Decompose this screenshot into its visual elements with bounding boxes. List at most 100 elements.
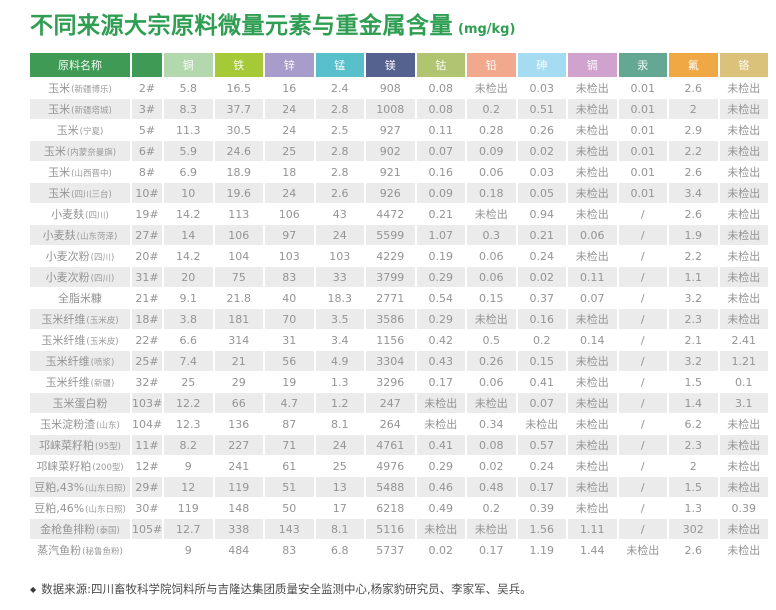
value-cell: 5.8 <box>179 81 198 95</box>
value-cell: 5.9 <box>164 141 213 161</box>
value-cell: 未检出 <box>575 250 609 263</box>
value-cell: 9.1 <box>179 291 198 305</box>
value-cell: 12 <box>164 477 213 497</box>
value-cell: 106 <box>278 207 300 221</box>
value-cell: 未检出 <box>416 393 465 413</box>
table-row: 邛崃菜籽粕(200型) 12# 9 241 61 25 4976 0.29 0.02 0.24 未检… <box>30 456 768 476</box>
sample-number: 22# <box>135 333 159 347</box>
value-cell: 0.21 <box>428 207 454 221</box>
sample-number: 21# <box>135 291 159 305</box>
value-cell: 24 <box>315 435 364 455</box>
column-header-氟: 氟 <box>669 53 718 77</box>
sample-number: 3# <box>132 99 162 119</box>
value-cell: 未检出 <box>568 351 617 371</box>
value-cell: 1.4 <box>669 393 718 413</box>
value-cell: 18 <box>282 165 297 179</box>
table-row: 玉米(山西晋中) 8# 6.9 18.9 18 2.8 921 0.16 0.06 0.03 未检出… <box>30 162 768 182</box>
column-header-钴: 钴 <box>416 53 465 77</box>
value-cell: 56 <box>265 351 314 371</box>
material-name: 邛崃菜籽粕(200型) <box>36 460 124 473</box>
value-cell: 0.46 <box>416 477 465 497</box>
value-cell: 0.18 <box>467 183 516 203</box>
value-cell: 19 <box>282 375 297 389</box>
value-cell: 未检出 <box>568 393 617 413</box>
value-cell: 0.09 <box>416 183 465 203</box>
table-row: 玉米纤维(玉米皮) 18# 3.8 181 70 3.5 3586 0.29 未检出 0.16 未检… <box>30 309 768 329</box>
value-cell: 31 <box>282 333 297 347</box>
value-cell: 0.17 <box>517 477 566 497</box>
value-cell: / <box>640 249 645 263</box>
value-cell: 0.39 <box>731 501 757 515</box>
value-cell: 0.01 <box>630 123 656 137</box>
value-cell: 921 <box>379 165 401 179</box>
value-cell: 1.3 <box>684 501 703 515</box>
value-cell: 43 <box>332 207 347 221</box>
table-row: 玉米纤维(新疆) 32# 25 29 19 1.3 3296 0.17 0.06 0.41 未检出 /… <box>30 372 768 392</box>
value-cell: 未检出 <box>568 183 617 203</box>
value-cell: 106 <box>214 225 263 245</box>
value-cell: 0.2 <box>467 99 516 119</box>
value-cell: 1.21 <box>719 351 768 371</box>
value-cell: 2.3 <box>669 435 718 455</box>
material-name: 小麦次粉(四川) <box>30 267 130 287</box>
value-cell: 5599 <box>366 225 415 245</box>
value-cell: 未检出 <box>727 124 761 137</box>
table-row: 玉米淀粉渣(山东) 104# 12.3 136 87 8.1 264 未检出 0.34 未检出 未检… <box>30 414 768 434</box>
value-cell: 83 <box>265 267 314 287</box>
value-cell: 0.05 <box>517 183 566 203</box>
value-cell: 1008 <box>366 99 415 119</box>
value-cell: 0.29 <box>416 267 465 287</box>
value-cell: 未检出 <box>568 309 617 329</box>
value-cell: 103 <box>329 249 351 263</box>
value-cell: 9 <box>184 543 192 557</box>
value-cell: 6218 <box>376 501 405 515</box>
value-cell: 4229 <box>376 249 405 263</box>
value-cell: 37.7 <box>214 99 263 119</box>
value-cell: 4.7 <box>265 393 314 413</box>
material-name: 玉米蛋白粉 <box>30 393 130 413</box>
value-cell: 2.41 <box>731 333 757 347</box>
value-cell: 61 <box>282 459 297 473</box>
value-cell: 0.24 <box>529 249 555 263</box>
value-cell: 104 <box>228 249 250 263</box>
column-header-铅: 铅 <box>467 53 516 77</box>
value-cell: 50 <box>282 501 297 515</box>
value-cell: 2.8 <box>315 141 364 161</box>
value-cell: 25 <box>265 141 314 161</box>
value-cell: 264 <box>379 417 401 431</box>
value-cell: 2.6 <box>684 165 703 179</box>
value-cell: 3.1 <box>719 393 768 413</box>
value-cell: 1.11 <box>568 519 617 539</box>
value-cell: 926 <box>366 183 415 203</box>
value-cell: 2.9 <box>684 123 703 137</box>
table-body: 玉米(新疆博乐) 2# 5.8 16.5 16 2.4 908 0.08 未检出 0.03 未检出 0… <box>30 78 768 560</box>
value-cell: 0.02 <box>428 543 454 557</box>
value-cell: 2.5 <box>331 123 349 137</box>
value-cell: / <box>618 519 667 539</box>
value-cell: 11.3 <box>176 123 201 137</box>
material-name: 豆粕,46%(山东日照) <box>34 502 126 515</box>
value-cell: 2.8 <box>331 165 349 179</box>
value-cell: 0.01 <box>618 141 667 161</box>
value-cell: 0.03 <box>529 165 555 179</box>
value-cell: / <box>640 501 645 515</box>
material-name: 玉米(山西晋中) <box>48 166 112 179</box>
column-header-铁: 铁 <box>214 53 263 77</box>
value-cell: 未检出 <box>568 435 617 455</box>
value-cell: 1156 <box>376 333 405 347</box>
page-title-text: 不同来源大宗原料微量元素与重金属含量 <box>30 13 453 39</box>
table-row: 豆粕,46%(山东日照) 30# 119 148 50 17 6218 0.49 0.2 0.39… <box>30 498 768 518</box>
sample-number: 5# <box>138 123 156 137</box>
value-cell: 3.2 <box>669 351 718 371</box>
table-row: 玉米(宁夏) 5# 11.3 30.5 24 2.5 927 0.11 0.28 0.26 未检出 0… <box>30 120 768 140</box>
value-cell: 12.2 <box>164 393 213 413</box>
material-name: 玉米(新疆博乐) <box>48 82 112 95</box>
value-cell: 4976 <box>376 459 405 473</box>
sample-number-column-header <box>132 53 162 77</box>
sample-number: 11# <box>132 435 162 455</box>
value-cell: 未检出 <box>727 418 761 431</box>
value-cell: 241 <box>228 459 250 473</box>
value-cell: 0.26 <box>529 123 555 137</box>
value-cell: 4472 <box>376 207 405 221</box>
material-name: 小麦次粉(四川) <box>45 250 115 263</box>
